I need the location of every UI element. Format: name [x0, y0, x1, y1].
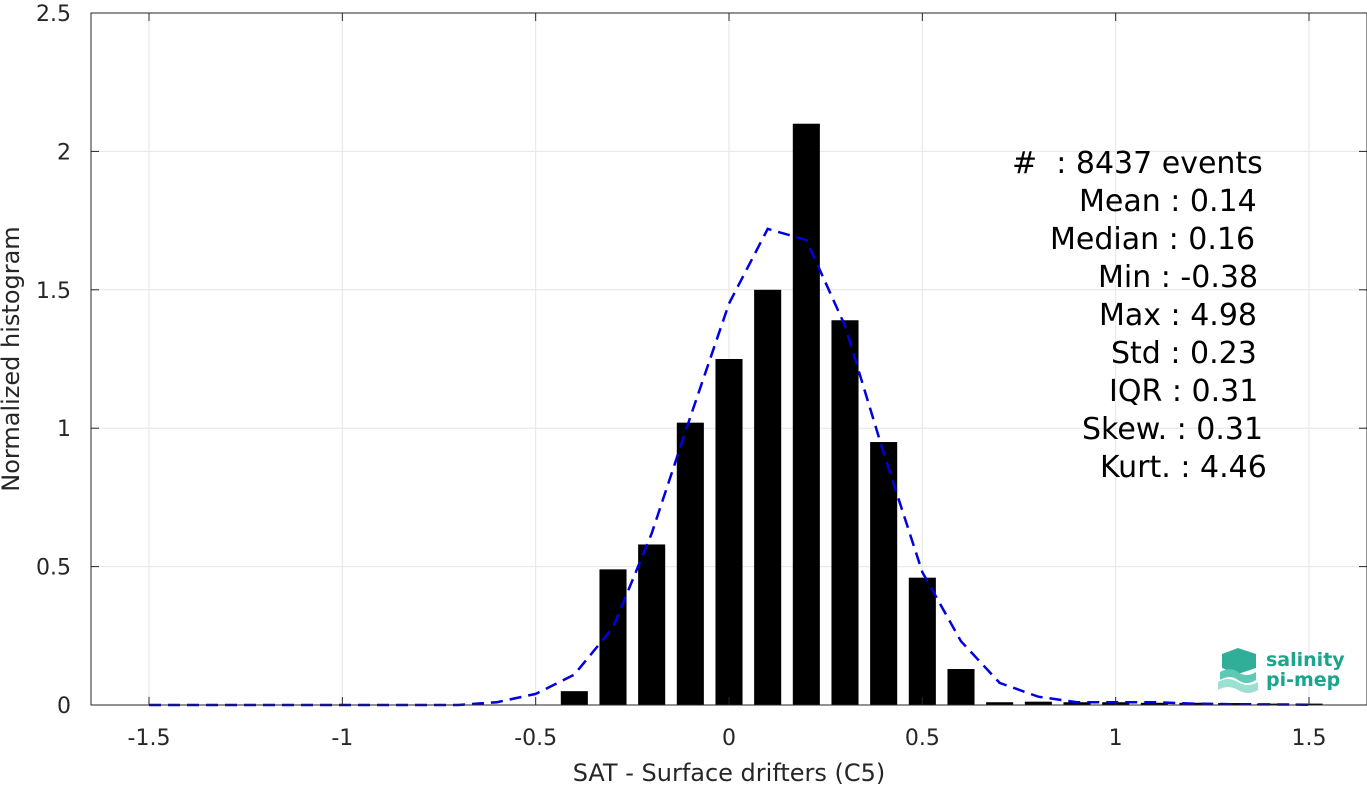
y-tick-label: 1.5: [36, 279, 71, 304]
histogram-bar: [1140, 702, 1168, 705]
histogram-bar: [986, 702, 1014, 705]
wave-logo-icon: [1218, 648, 1258, 693]
stat-skew: Skew. : 0.31: [1082, 412, 1264, 447]
stat-median: Median : 0.16: [1050, 222, 1256, 257]
x-tick-label: 0.5: [905, 726, 940, 751]
stat-mean: Mean : 0.14: [1079, 184, 1257, 219]
histogram-bar: [754, 289, 782, 705]
histogram-bar: [560, 691, 588, 705]
axis-ticks: -1.5 -1 -0.5 0 0.5 1 1.5 0 0.5 1 1.5 2 2.5: [36, 2, 1367, 751]
stat-std: Std : 0.23: [1111, 336, 1257, 371]
histogram-bar: [908, 577, 936, 705]
x-tick-label: 1.5: [1292, 726, 1327, 751]
salinity-pi-mep-logo: salinity pi-mep: [1216, 646, 1346, 694]
histogram-bar: [1024, 701, 1052, 705]
histogram-bar: [676, 422, 704, 705]
histogram-bars: [560, 123, 1323, 706]
histogram-bar: [792, 123, 820, 706]
histogram-bar: [870, 442, 898, 705]
x-axis-label: SAT - Surface drifters (C5): [573, 759, 886, 785]
logo-text-line1: salinity: [1266, 649, 1345, 671]
logo-text-line2: pi-mep: [1266, 669, 1341, 691]
stat-kurt: Kurt. : 4.46: [1100, 450, 1267, 485]
histogram-bar: [1063, 702, 1091, 705]
x-tick-label: -1.5: [128, 726, 171, 751]
stat-max: Max : 4.98: [1099, 298, 1257, 333]
stat-iqr: IQR : 0.31: [1109, 374, 1259, 409]
x-tick-label: 0: [722, 726, 736, 751]
x-tick-label: -0.5: [514, 726, 557, 751]
x-tick-label: -1: [331, 726, 353, 751]
stat-count: # : 8437 events: [1012, 146, 1263, 181]
histogram-bar: [1256, 703, 1284, 705]
y-tick-label: 2: [57, 140, 71, 165]
y-axis-label: Normalized histogram: [0, 226, 25, 491]
histogram-bar: [831, 320, 859, 705]
stat-min: Min : -0.38: [1098, 260, 1259, 295]
y-tick-label: 1: [57, 417, 71, 442]
y-tick-label: 2.5: [36, 2, 71, 27]
histogram-bar: [715, 359, 743, 705]
x-tick-label: 1: [1109, 726, 1123, 751]
histogram-bar: [947, 669, 975, 705]
histogram-bar: [638, 544, 666, 705]
y-tick-label: 0.5: [36, 556, 71, 581]
y-tick-label: 0: [57, 694, 71, 719]
